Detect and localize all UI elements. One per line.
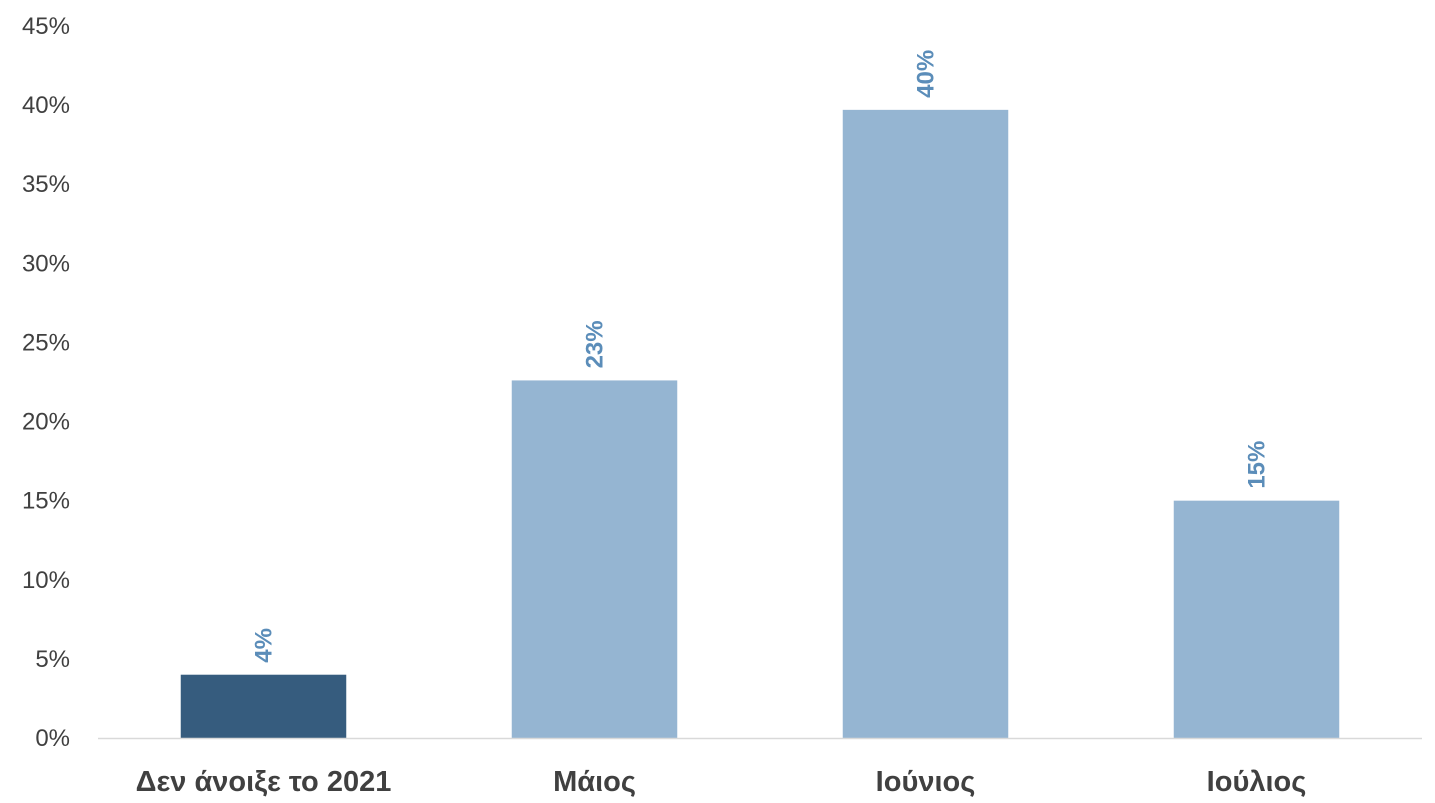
y-tick-label: 45% <box>22 13 70 40</box>
x-axis: Δεν άνοιξε το 2021 Μάιος Ιούνιος Ιούλιος <box>136 766 1307 798</box>
y-tick-label: 40% <box>22 92 70 119</box>
y-tick-label: 20% <box>22 409 70 436</box>
x-tick-label: Δεν άνοιξε το 2021 <box>136 766 392 798</box>
data-label: 4% <box>251 628 278 663</box>
bar <box>180 674 347 738</box>
y-tick-label: 35% <box>22 171 70 198</box>
data-label: 15% <box>1244 441 1271 489</box>
y-tick-label: 25% <box>22 329 70 356</box>
data-label: 23% <box>582 320 609 368</box>
bar <box>842 109 1009 738</box>
bars-group <box>180 109 1340 738</box>
y-tick-label: 5% <box>35 646 70 673</box>
x-tick-label: Μάιος <box>553 766 636 798</box>
y-tick-label: 0% <box>35 725 70 752</box>
data-labels-group: 4% 23% 40% 15% <box>251 50 1271 663</box>
x-tick-label: Ιούνιος <box>876 766 976 798</box>
y-axis: 0% 5% 10% 15% 20% 25% 30% 35% 40% 45% <box>22 13 70 752</box>
bar <box>1173 500 1340 738</box>
bar <box>511 380 678 738</box>
y-tick-label: 15% <box>22 488 70 515</box>
x-tick-label: Ιούλιος <box>1207 766 1307 798</box>
y-tick-label: 10% <box>22 567 70 594</box>
y-tick-label: 30% <box>22 250 70 277</box>
data-label: 40% <box>913 50 940 98</box>
